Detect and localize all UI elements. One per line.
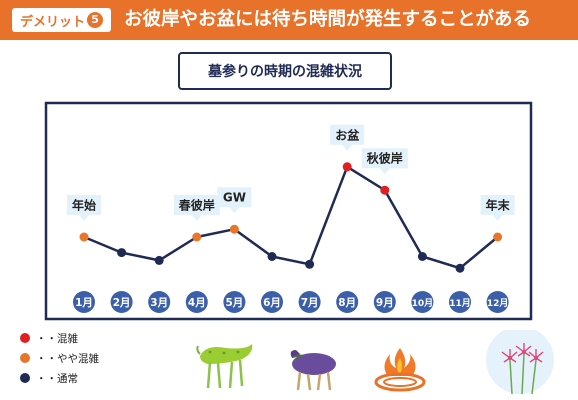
annotation-label-1: 年始 [72,198,96,213]
legend-label-slightly-congested: ・・やや混雑 [36,352,99,365]
month-label-8: 8月 [338,297,356,309]
legend-item-normal: ・・通常 [20,368,99,388]
annotation-bubble-5 [217,187,252,214]
cucumber-horse-icon [196,344,253,389]
month-badge-9 [373,291,396,313]
month-label-6: 6月 [263,297,281,309]
series-line [83,165,499,270]
legend-label-normal: ・・通常 [36,372,78,385]
data-point-1 [79,232,89,242]
month-badge-11 [449,291,471,313]
spider-lily-icon [486,330,554,395]
month-badge-6 [261,291,283,313]
data-point-11 [455,263,465,273]
month-badge-4 [185,291,208,313]
legend-item-congested: ・・混雑 [20,328,99,348]
month-badge-1 [73,291,95,313]
chart-frame [44,101,533,321]
demerit-tag-label: デメリット [20,14,86,30]
data-point-12 [493,232,503,242]
month-label-5: 5月 [225,297,243,309]
month-badge-8 [336,291,359,313]
demerit-tag: デメリット 5 [12,8,112,32]
month-label-1: 1月 [75,297,93,309]
month-badge-2 [110,291,133,313]
annotation-bubble-1 [67,195,101,221]
month-label-12: 12月 [487,298,509,309]
month-label-7: 7月 [301,297,319,309]
annotation-bubble-12 [480,195,515,221]
chart-title: 墓参りの時期の混雑状況 [178,52,392,90]
page-title: お彼岸やお盆には待ち時間が発生することがある [124,9,532,30]
annotation-bubble-8 [330,124,365,151]
month-label-3: 3月 [150,297,168,309]
data-point-6 [267,252,277,261]
legend: ・・混雑 ・・やや混雑 ・・通常 [20,328,99,388]
data-point-4 [192,232,202,242]
data-point-3 [154,255,164,265]
annotation-bubble-9 [361,148,408,175]
month-label-2: 2月 [113,297,131,309]
month-label-10: 10月 [412,298,434,309]
header-bar: デメリット 5 お彼岸やお盆には待ち時間が発生することがある [0,0,578,40]
demerit-number-badge: 5 [87,12,104,28]
legend-dot-slightly-congested [20,353,30,363]
eggplant-cow-icon [290,350,336,391]
month-badge-10 [411,291,434,313]
month-label-9: 9月 [376,297,394,309]
annotation-label-4: 春彼岸 [178,198,215,213]
data-point-10 [417,252,427,261]
month-label-4: 4月 [188,297,206,309]
data-point-8 [342,162,352,172]
month-badge-12 [486,291,509,313]
data-point-2 [117,248,127,258]
annotation-label-12: 年末 [486,198,511,213]
data-point-5 [229,224,239,234]
annotation-bubble-4 [173,195,220,221]
legend-item-slightly-congested: ・・やや混雑 [20,348,99,368]
annotation-label-9: 秋彼岸 [367,151,403,166]
legend-dot-normal [20,373,30,383]
legend-label-congested: ・・混雑 [36,332,78,345]
month-badge-3 [148,291,171,313]
data-point-7 [305,259,315,269]
annotation-label-8: お盆 [335,127,360,142]
month-badge-5 [223,291,246,313]
welcome-fire-icon [374,348,426,392]
month-badge-7 [298,291,321,313]
month-label-11: 11月 [449,298,471,309]
data-point-9 [380,185,390,195]
annotation-label-5: GW [223,191,246,205]
legend-dot-congested [20,333,30,343]
